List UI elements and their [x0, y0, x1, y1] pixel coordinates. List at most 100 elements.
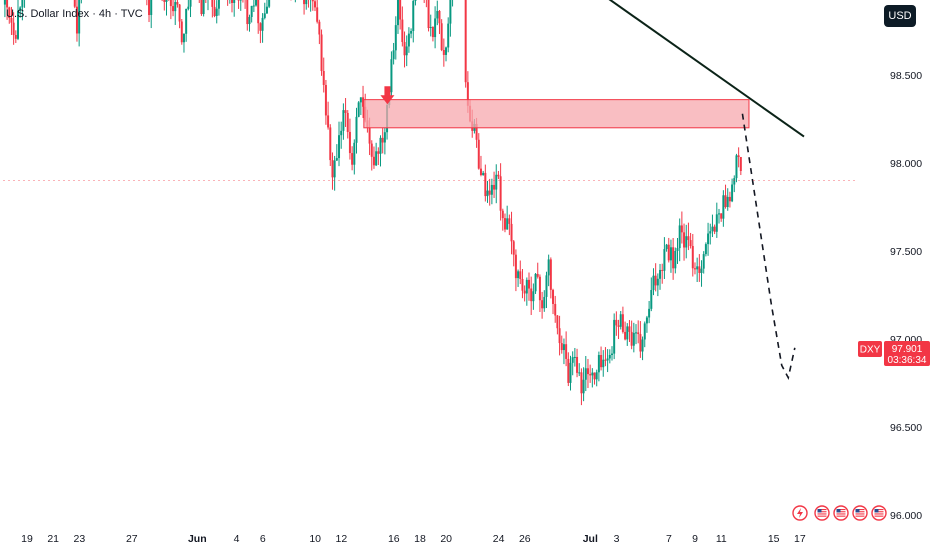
candle-body	[372, 156, 375, 166]
candle-body	[499, 176, 502, 211]
us-flag-event-icon[interactable]	[871, 505, 887, 521]
candle-body	[178, 4, 181, 22]
price-tick-label[interactable]: 98.000	[890, 158, 922, 170]
candle-body	[713, 226, 716, 232]
candle-body	[477, 139, 480, 169]
candle-body	[187, 6, 190, 9]
candle-body	[652, 275, 655, 291]
candle-body	[632, 332, 635, 346]
candle-body	[576, 356, 579, 373]
candle-body	[672, 247, 675, 269]
time-tick-label[interactable]: 10	[309, 533, 321, 545]
candle-body	[593, 372, 596, 380]
candle-body	[379, 137, 382, 154]
us-flag-event-icon[interactable]	[814, 505, 830, 521]
candle-body	[150, 0, 153, 15]
candle-body	[532, 291, 535, 302]
candle-body	[558, 328, 561, 344]
candle-body	[722, 195, 725, 219]
candle-body	[654, 275, 657, 286]
price-axis[interactable]: 101.500101.000100.500100.00099.50099.000…	[890, 0, 928, 522]
candle-body	[597, 355, 600, 373]
candle-body	[303, 0, 306, 5]
candle-body	[401, 19, 404, 43]
time-tick-label[interactable]: 11	[716, 533, 727, 545]
candle-body	[737, 155, 740, 157]
candle-body	[486, 190, 489, 197]
candle-body	[182, 33, 185, 43]
price-tick-label[interactable]: 97.500	[890, 246, 922, 258]
time-tick-label[interactable]: 7	[666, 533, 672, 545]
time-tick-label[interactable]: 9	[692, 533, 698, 545]
candle-body	[75, 6, 78, 34]
candle-body	[617, 325, 620, 327]
us-flag-event-icon[interactable]	[852, 505, 868, 521]
time-tick-label[interactable]: 20	[440, 533, 452, 545]
candle-body	[726, 196, 729, 208]
us-flag-event-icon[interactable]	[833, 505, 849, 521]
candle-body	[731, 184, 734, 202]
time-tick-label[interactable]: 24	[493, 533, 505, 545]
time-tick-label[interactable]: 3	[614, 533, 620, 545]
time-tick-label[interactable]: Jun	[188, 533, 207, 545]
candle-body	[667, 244, 670, 261]
candle-body	[211, 0, 214, 7]
candle-body	[445, 47, 448, 55]
time-tick-label[interactable]: 23	[74, 533, 86, 545]
time-tick-label[interactable]: 17	[794, 533, 806, 545]
candle-body	[490, 184, 493, 195]
time-tick-label[interactable]: 4	[234, 533, 240, 545]
candle-body	[482, 172, 485, 175]
price-tick-label[interactable]: 98.500	[890, 70, 922, 82]
candle-body	[185, 8, 188, 34]
candle-body	[547, 259, 550, 276]
candle-body	[431, 26, 434, 38]
chart-title: U.S. Dollar Index · 4h · TVC	[6, 8, 143, 20]
time-tick-label[interactable]: 6	[260, 533, 266, 545]
candle-body	[169, 0, 172, 7]
time-tick-label[interactable]: 21	[47, 533, 59, 545]
candle-body	[3, 0, 6, 5]
candle-body	[549, 259, 552, 290]
candle-body	[261, 17, 264, 31]
candle-body	[438, 10, 441, 24]
candle-body	[659, 269, 662, 279]
time-tick-label[interactable]: 27	[126, 533, 138, 545]
candle-body	[189, 0, 192, 7]
candle-body	[717, 213, 720, 215]
candle-body	[174, 2, 177, 12]
candle-body	[508, 218, 511, 224]
candle-body	[610, 353, 613, 355]
candle-body	[521, 278, 524, 291]
candle-body	[582, 379, 585, 394]
price-tick-label[interactable]: 96.000	[890, 510, 922, 522]
candle-body	[484, 172, 487, 197]
candle-body	[346, 112, 349, 132]
candle-body	[626, 326, 629, 340]
candle-body	[696, 266, 699, 270]
time-axis[interactable]: 19 21 23 27 Jun 4 6 10 12 16 18 20 24 26 Jul 3 7 9 11 15 17	[21, 533, 806, 545]
candle-body	[578, 372, 581, 374]
time-tick-label[interactable]: 12	[336, 533, 348, 545]
price-tick-label[interactable]: 96.500	[890, 422, 922, 434]
time-tick-label[interactable]: 18	[414, 533, 426, 545]
time-tick-label[interactable]: 15	[768, 533, 780, 545]
candle-body	[606, 358, 609, 361]
candle-body	[586, 368, 589, 375]
candle-body	[340, 130, 343, 136]
candle-body	[639, 334, 642, 352]
candle-body	[322, 71, 325, 85]
lightning-event-icon[interactable]	[792, 505, 808, 521]
candle-body	[676, 248, 679, 251]
time-tick-label[interactable]: Jul	[583, 533, 598, 545]
time-tick-label[interactable]: 26	[519, 533, 531, 545]
time-tick-label[interactable]: 16	[388, 533, 400, 545]
candle-body	[534, 273, 537, 292]
candle-body	[394, 25, 397, 51]
event-icons[interactable]	[792, 505, 887, 521]
candle-body	[604, 359, 607, 361]
candle-body	[514, 254, 517, 279]
time-tick-label[interactable]: 19	[21, 533, 33, 545]
currency-button[interactable]: USD	[884, 5, 916, 27]
